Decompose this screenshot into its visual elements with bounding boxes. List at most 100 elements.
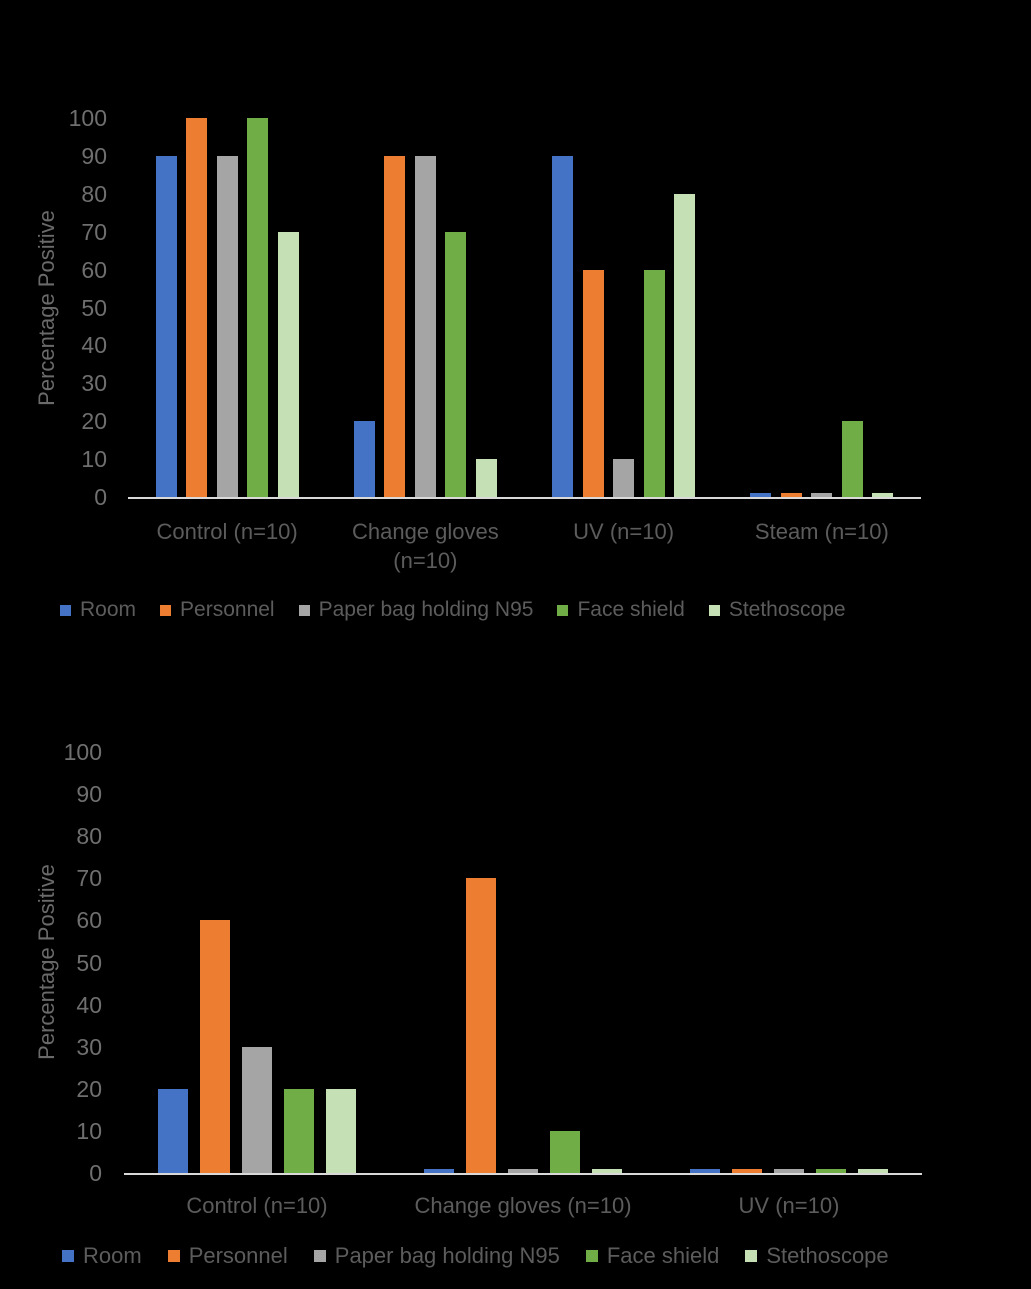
legend-label: Paper bag holding N95 (318, 598, 534, 621)
legend-label: Room (80, 598, 137, 621)
bar (284, 1088, 314, 1173)
plot-area (124, 752, 922, 1175)
bar (475, 459, 497, 497)
bar (613, 459, 635, 497)
bar (186, 118, 208, 497)
legend-marker-stethoscope (745, 1250, 758, 1262)
legend-marker-personnel (160, 604, 172, 616)
bar (414, 155, 436, 497)
y-tick-label: 70 (76, 865, 102, 892)
legend-label: Stethoscope (766, 1243, 889, 1268)
bar (247, 118, 269, 497)
bar (811, 493, 833, 497)
y-tick-label: 90 (76, 781, 102, 808)
bar (674, 193, 696, 497)
bar (424, 1168, 454, 1173)
y-tick-label: 30 (81, 370, 107, 397)
y-tick-label: 10 (76, 1117, 102, 1144)
bar (216, 155, 238, 497)
y-tick-label: 50 (76, 949, 102, 976)
bar (643, 269, 665, 497)
legend-label: Face shield (606, 1243, 720, 1268)
legend-item: Face shield (557, 598, 685, 622)
bar (326, 1088, 356, 1173)
y-tick-label: 50 (81, 294, 107, 321)
bar (277, 231, 299, 497)
bar (508, 1168, 538, 1173)
category-label: Change gloves (n=10) (414, 1193, 632, 1218)
y-tick-label: 80 (81, 180, 107, 207)
legend-marker-room (62, 1250, 74, 1262)
legend: Room Personnel Paper bag holding N95 Face s… (62, 1243, 889, 1269)
legend-item: Paper bag holding N95 (298, 598, 534, 622)
legend-marker-face-shield (557, 604, 569, 616)
bar (732, 1168, 762, 1173)
bar (384, 155, 406, 497)
bar (816, 1168, 846, 1173)
bar (466, 878, 496, 1173)
y-tick-label: 60 (81, 256, 107, 283)
category-label: Change gloves (n=10) (351, 519, 499, 573)
bar (158, 1088, 188, 1173)
legend-marker-personnel (167, 1250, 180, 1262)
category-label: UV (n=10) (573, 519, 675, 544)
bar (872, 493, 894, 497)
legend-item: Room (60, 598, 136, 622)
y-tick-label: 100 (63, 739, 102, 765)
legend-item: Paper bag holding N95 (313, 1243, 560, 1269)
legend-marker-paper-bag-holding-n95 (298, 604, 310, 616)
y-tick-label: 70 (81, 218, 107, 245)
y-tick-label: 20 (76, 1075, 102, 1102)
category-label: Control (n=10) (156, 519, 298, 544)
legend-label: Stethoscope (728, 598, 846, 621)
bar (550, 1130, 580, 1173)
bar (552, 155, 574, 497)
legend-item: Stethoscope (708, 598, 846, 622)
legend-label: Room (83, 1243, 142, 1268)
y-tick-label: 0 (94, 484, 107, 510)
y-tick-label: 100 (68, 105, 107, 131)
y-tick-label: 40 (76, 991, 102, 1018)
y-tick-label: 0 (89, 1160, 102, 1186)
y-tick-label: 60 (76, 907, 102, 934)
y-tick-label: 40 (81, 332, 107, 359)
legend-marker-room (60, 604, 71, 616)
y-tick-label: 20 (81, 408, 107, 435)
y-tick-label: 10 (81, 446, 107, 473)
bar (841, 421, 863, 497)
legend-label: Paper bag holding N95 (334, 1243, 560, 1268)
bar (690, 1168, 720, 1173)
legend-label: Personnel (188, 1243, 288, 1268)
legend-label: Personnel (180, 598, 275, 621)
bar (858, 1168, 888, 1173)
plot-area (128, 118, 921, 499)
legend-marker-stethoscope (708, 604, 720, 616)
bar (780, 493, 802, 497)
legend-item: Personnel (167, 1243, 288, 1269)
legend-item: Room (62, 1243, 142, 1269)
legend-marker-paper-bag-holding-n95 (313, 1250, 326, 1262)
legend-item: Face shield (585, 1243, 720, 1269)
bar (582, 269, 604, 497)
y-tick-label: 30 (76, 1033, 102, 1060)
bar (445, 231, 467, 497)
bar (242, 1046, 272, 1173)
bar (750, 493, 772, 497)
bar (774, 1168, 804, 1173)
legend-item: Stethoscope (745, 1243, 889, 1269)
bar (592, 1168, 622, 1173)
legend-label: Face shield (577, 598, 685, 621)
bar (200, 920, 230, 1173)
category-label: UV (n=10) (738, 1193, 840, 1218)
legend-item: Personnel (160, 598, 275, 622)
y-tick-label: 90 (81, 142, 107, 169)
legend-marker-face-shield (585, 1250, 598, 1262)
legend: Room Personnel Paper bag holding N95 Face s… (60, 598, 846, 622)
category-label: Steam (n=10) (754, 519, 889, 544)
bar (155, 155, 177, 497)
bar (353, 421, 375, 497)
y-tick-label: 80 (76, 823, 102, 850)
